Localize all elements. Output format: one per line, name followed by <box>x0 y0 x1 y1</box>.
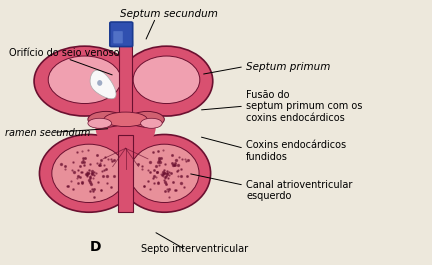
Ellipse shape <box>130 111 164 127</box>
Polygon shape <box>119 40 132 114</box>
Ellipse shape <box>120 46 213 116</box>
Ellipse shape <box>141 118 162 128</box>
Text: Coxins endocárdicos
fundidos: Coxins endocárdicos fundidos <box>246 140 346 162</box>
Text: Septum primum: Septum primum <box>246 61 330 72</box>
Polygon shape <box>118 135 133 211</box>
Text: ramen secundum: ramen secundum <box>5 127 90 138</box>
FancyBboxPatch shape <box>113 31 123 43</box>
Ellipse shape <box>34 46 135 116</box>
Ellipse shape <box>97 80 102 86</box>
Text: Septum secundum: Septum secundum <box>120 8 218 19</box>
Text: Canal atrioventricular
esquerdo: Canal atrioventricular esquerdo <box>246 180 353 201</box>
Ellipse shape <box>104 112 147 127</box>
Ellipse shape <box>88 111 124 127</box>
Text: D: D <box>90 240 101 254</box>
Text: Orifício do seio venoso: Orifício do seio venoso <box>10 48 120 58</box>
Ellipse shape <box>118 134 211 212</box>
Ellipse shape <box>52 144 126 202</box>
Ellipse shape <box>95 102 156 152</box>
Polygon shape <box>90 70 116 99</box>
Text: Fusão do
septum primum com os
coxins endocárdicos: Fusão do septum primum com os coxins end… <box>246 90 362 123</box>
Text: Septo interventricular: Septo interventricular <box>141 244 248 254</box>
Ellipse shape <box>130 144 199 202</box>
FancyBboxPatch shape <box>110 22 133 47</box>
Ellipse shape <box>88 118 111 128</box>
Ellipse shape <box>133 56 200 104</box>
Ellipse shape <box>39 134 139 212</box>
Ellipse shape <box>48 56 121 104</box>
